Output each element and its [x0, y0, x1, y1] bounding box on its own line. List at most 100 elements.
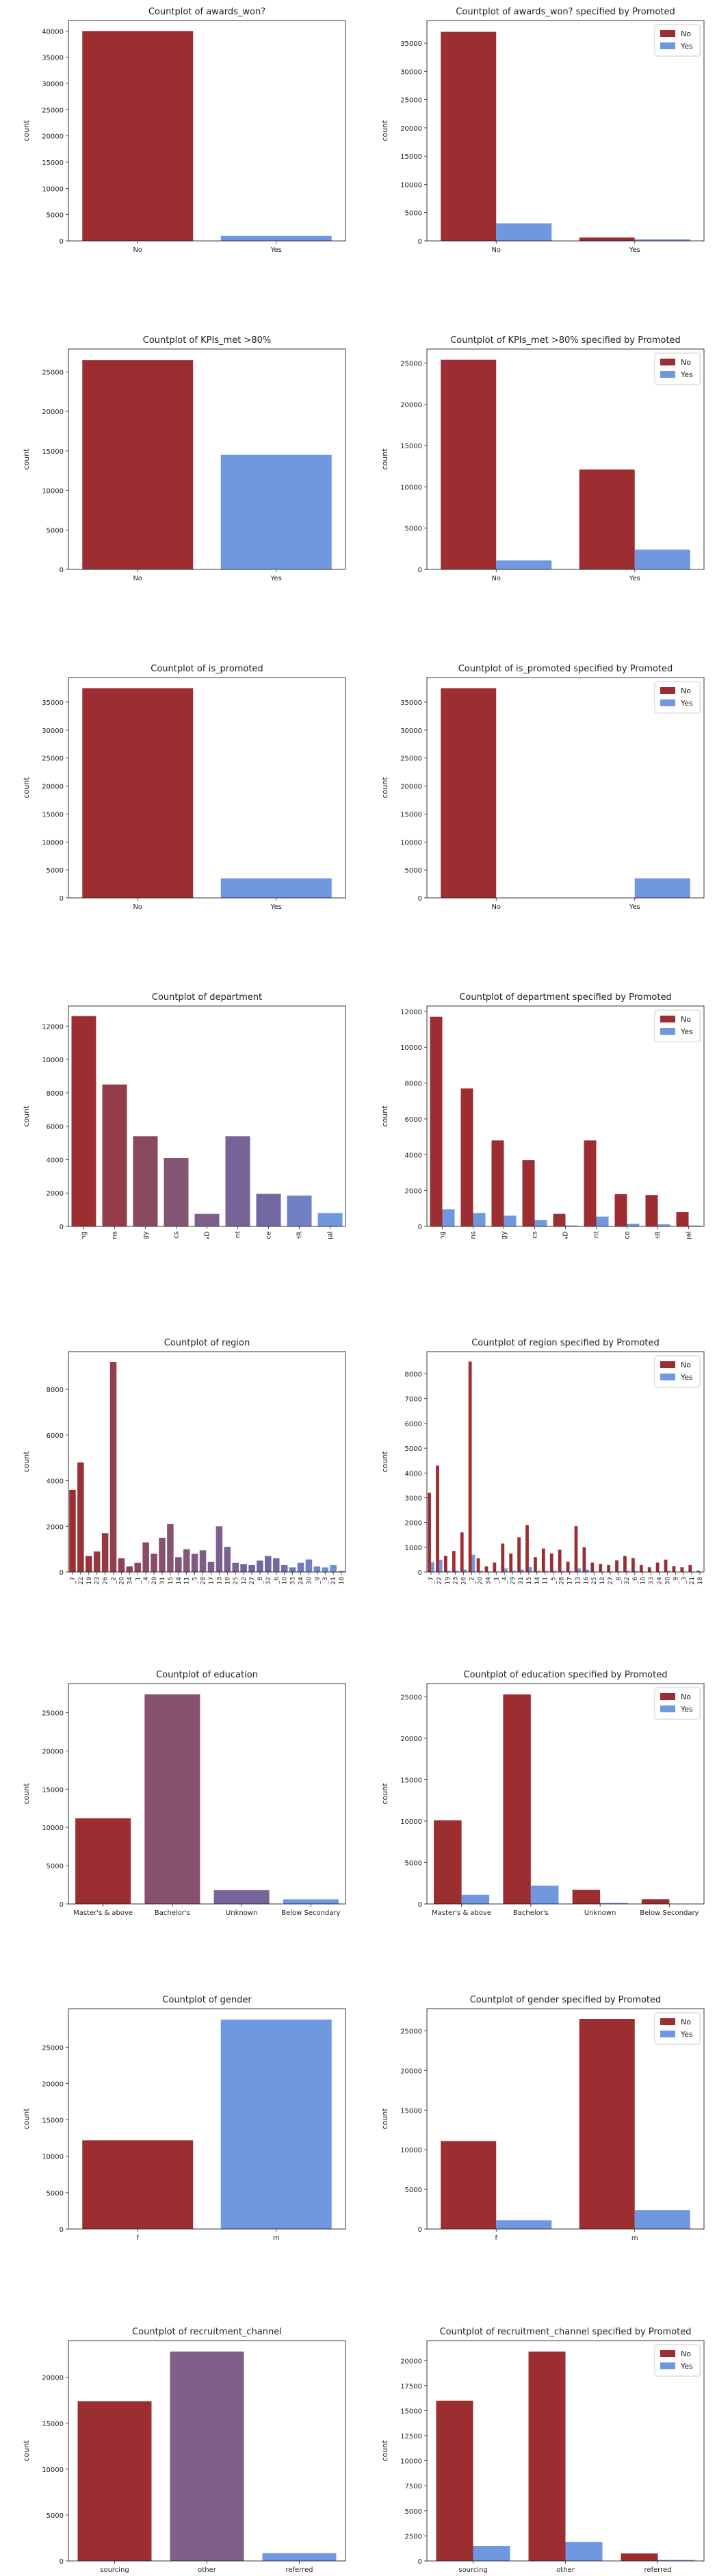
y-axis-label: count	[380, 2108, 389, 2130]
y-tick-label: 20000	[400, 2358, 422, 2365]
x-tick-label: region_24	[656, 1577, 663, 1584]
chart-svg: Countplot of is_promoted specified by Pr…	[358, 657, 717, 910]
chart-svg: Countplot of department specified by Pro…	[358, 986, 717, 1239]
chart-panel-12: Countplot of education specified by Prom…	[358, 1663, 717, 1916]
y-tick-label: 2000	[47, 1190, 64, 1198]
x-tick-label: Technology	[501, 1231, 508, 1239]
bar-operations	[103, 1085, 127, 1226]
x-tick-label: Finance	[624, 1231, 631, 1239]
chart-svg: Countplot of KPIs_met >80% specified by …	[358, 329, 717, 582]
y-tick-label: 17500	[400, 2383, 422, 2391]
bar-f	[82, 2140, 193, 2229]
y-tick-label: 20000	[42, 784, 64, 791]
y-tick-label: 0	[418, 238, 422, 246]
y-tick-label: 5000	[405, 210, 422, 218]
y-tick-label: 15000	[42, 1786, 64, 1794]
y-tick-label: 2000	[47, 1523, 64, 1531]
bar-yes-yes	[635, 878, 690, 898]
y-tick-label: 25000	[42, 756, 64, 763]
bar-yes-region-2	[472, 1555, 475, 1572]
x-tick-label: No	[133, 575, 142, 582]
y-tick-label: 6000	[47, 1432, 64, 1440]
bar-no-region-28	[558, 1549, 562, 1572]
y-tick-label: 10000	[400, 484, 422, 491]
y-tick-label: 20000	[400, 2068, 422, 2075]
bar-no-region-4	[501, 1543, 504, 1572]
bar-no	[82, 31, 193, 241]
x-tick-label: Yes	[629, 575, 640, 582]
y-axis-label: count	[22, 2440, 31, 2462]
chart-panel-16: Countplot of recruitment_channel specifi…	[358, 2320, 717, 2573]
x-tick-label: Yes	[629, 903, 640, 910]
x-tick-label: No	[491, 903, 501, 910]
y-tick-label: 35000	[42, 699, 64, 707]
legend-label: No	[681, 1361, 691, 1369]
bar-no-region-13	[575, 1526, 578, 1572]
bar-region-30	[306, 1560, 313, 1572]
x-tick-label: Sales & Marketing	[81, 1231, 88, 1239]
y-tick-label: 8000	[47, 1387, 64, 1394]
chart-title: Countplot of is_promoted specified by Pr…	[458, 664, 673, 674]
bar-region-4	[142, 1543, 149, 1572]
y-tick-label: 0	[418, 895, 422, 903]
bar-region-32	[265, 1556, 272, 1572]
legend-swatch-no	[660, 1693, 675, 1700]
y-tick-label: 6000	[47, 1124, 64, 1131]
legend-label: No	[681, 2018, 691, 2026]
legend-swatch-yes	[660, 371, 675, 378]
legend-label: Yes	[680, 42, 693, 51]
y-axis-label: count	[380, 1105, 389, 1127]
bar-master-s-above	[75, 1818, 131, 1904]
x-tick-label: region_21	[330, 1577, 337, 1584]
y-tick-label: 5000	[405, 2508, 422, 2516]
y-tick-label: 10000	[42, 1825, 64, 1832]
y-tick-label: 10000	[400, 1044, 422, 1052]
x-tick-label: region_16	[583, 1577, 590, 1584]
bar-no-referred	[621, 2553, 658, 2561]
x-tick-label: other	[556, 2566, 575, 2573]
legend-swatch-yes	[660, 1705, 675, 1712]
legend-label: No	[681, 29, 691, 38]
x-tick-label: region_13	[216, 1577, 223, 1584]
bar-no-finance	[615, 1194, 627, 1226]
chart-svg: Countplot of awards_won? specified by Pr…	[358, 0, 717, 253]
bar-yes-region-31	[521, 1569, 524, 1572]
legend-swatch-no	[660, 359, 675, 365]
bar-no-region-6	[631, 1558, 635, 1572]
bar-hr	[287, 1196, 312, 1226]
y-tick-label: 25000	[42, 369, 64, 376]
x-tick-label: region_2	[469, 1577, 476, 1584]
bar-other	[170, 2352, 244, 2561]
y-tick-label: 10000	[42, 488, 64, 495]
bar-no-region-7	[428, 1493, 431, 1572]
bar-no-f	[441, 2141, 496, 2229]
bar-region-27	[248, 1565, 255, 1572]
bar-region-3	[322, 1567, 328, 1572]
y-tick-label: 8000	[405, 1081, 422, 1088]
y-tick-label: 6000	[405, 1421, 422, 1428]
y-tick-label: 5000	[47, 1863, 64, 1870]
x-tick-label: R&D	[562, 1231, 570, 1239]
x-tick-label: No	[491, 246, 501, 253]
legend-box	[655, 2013, 700, 2044]
chart-svg: Countplot of recruitment_channelcount050…	[0, 2320, 358, 2573]
chart-title: Countplot of education specified by Prom…	[464, 1670, 668, 1680]
y-tick-label: 5000	[405, 2187, 422, 2194]
x-tick-label: Below Secondary	[281, 1909, 340, 1916]
bar-yes-region-26	[464, 1569, 467, 1572]
x-tick-label: region_18	[697, 1577, 704, 1584]
x-tick-label: region_10	[640, 1577, 647, 1584]
x-tick-label: region_6	[274, 1577, 281, 1584]
x-tick-label: f	[495, 2234, 497, 2241]
legend-swatch-yes	[660, 1374, 675, 1380]
x-tick-label: Sales & Marketing	[439, 1231, 447, 1239]
x-tick-label: region_9	[314, 1577, 321, 1584]
y-tick-label: 5000	[47, 2190, 64, 2198]
x-tick-label: Yes	[270, 903, 282, 910]
bar-no-region-22	[436, 1465, 439, 1572]
chart-svg: Countplot of departmentcount020004000600…	[0, 986, 358, 1239]
chart-title: Countplot of is_promoted	[151, 664, 263, 674]
